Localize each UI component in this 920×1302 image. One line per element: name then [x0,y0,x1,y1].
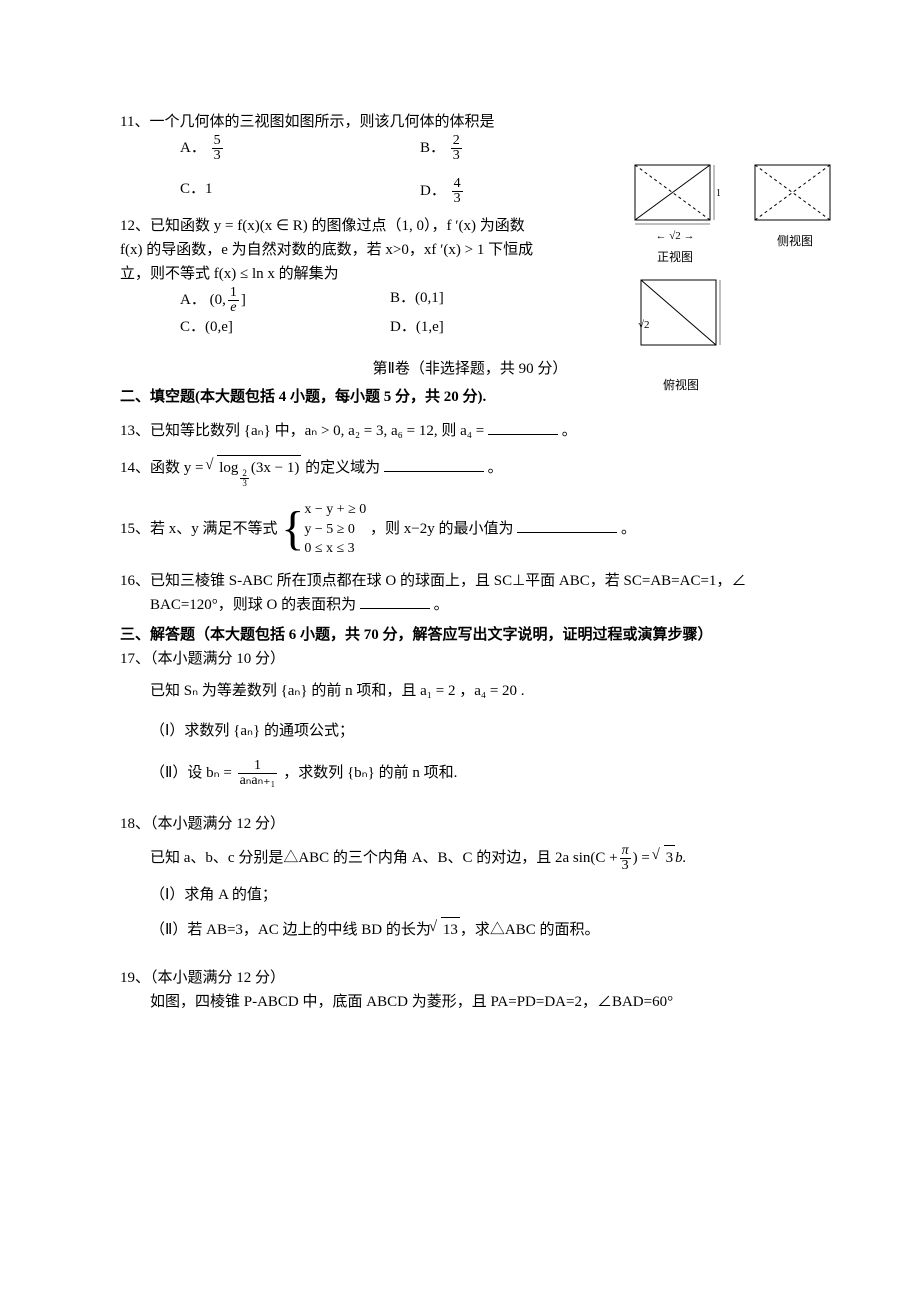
q12-choice-d: D．(1,e] [390,315,560,339]
q18-head: 18、（本小题满分 12 分） [120,812,820,836]
q12-choice-a: A． (0, 1 e ] [180,286,350,315]
frac-num: 2 [451,134,462,149]
frac-den: 3 [452,192,463,206]
q18-p2-post: ，求△ABC 的面积。 [460,922,600,938]
q13-blank [488,419,558,435]
q18-stem-mid: ) = [633,850,654,866]
q11-figures: 1 ← √2 → 正视图 侧视图 √2 俯 [630,160,840,396]
frac-den: 3 [451,149,462,163]
front-view-block: 1 ← √2 → 正视图 [630,160,720,267]
q19-stem: 如图，四棱锥 P-ABCD 中，底面 ABCD 为菱形，且 PA=PD=DA=2… [120,990,820,1014]
frac-den: aₙaₙ₊₁ [238,774,278,788]
top-view-svg [636,275,731,355]
frac-num: 4 [452,177,463,192]
side-view-svg [750,160,840,230]
q13-seq: {aₙ} [244,423,271,439]
q17-stem: 已知 Sₙ 为等差数列 {aₙ} 的前 n 项和，且 a₁ = 2 ，a₄ = … [120,679,820,703]
dim-top: √2 [638,319,650,331]
q17-p2-pre: （Ⅱ）设 bₙ = [150,765,232,781]
q14-end: 。 [488,460,503,476]
q15-case3: 0 ≤ x ≤ 3 [304,539,366,559]
frac-den: e [228,301,239,315]
q17-p1: （Ⅰ）求数列 {aₙ} 的通项公式； [120,719,820,743]
q18-p2-pre: （Ⅱ）若 AB=3，AC 边上的中线 BD 的长为 [150,922,431,938]
frac-num: 5 [212,134,223,149]
q14-log-arg: (3x − 1) [251,460,299,476]
q11-a-frac: 5 3 [212,134,223,163]
sqrt-rad: 13 [441,917,460,942]
q18-p2: （Ⅱ）若 AB=3，AC 边上的中线 BD 的长为 13，求△ABC 的面积。 [120,917,820,942]
q14: 14、函数 y = log23(3x − 1) 的定义域为 。 [120,455,820,488]
q18-stem-post: b. [675,850,686,866]
top-view-block: √2 俯视图 [630,275,840,396]
q13-mid: 中，aₙ > 0, a₂ = 3, a₆ = 12, 则 a₄ = [275,423,485,439]
q13-post: 。 [562,423,577,439]
q11-choice-c: C．1 [180,177,380,206]
q15-blank [517,517,617,533]
q13-pre: 13、已知等比数列 [120,423,240,439]
q16-l1: 16、已知三棱锥 S-ABC 所在顶点都在球 O 的球面上，且 SC⊥平面 AB… [120,569,820,593]
q11-b-label: B． [420,140,445,156]
top-view-label: 俯视图 [636,376,726,395]
frac-num: 1 [228,286,239,301]
q12-choice-b: B．(0,1] [390,286,560,315]
q15-case1: x − y + ≥ 0 [304,500,366,520]
q18-p2-sqrt: 13 [431,917,460,942]
q11-b-frac: 2 3 [451,134,462,163]
front-view-label: 正视图 [630,248,720,267]
q14-pre: 14、函数 y = [120,460,203,476]
frac-den: 3 [620,859,631,873]
q17-p2-post: ，求数列 {bₙ} 的前 n 项和. [283,765,457,781]
q17-p2: （Ⅱ）设 bₙ = 1 aₙaₙ₊₁ ，求数列 {bₙ} 的前 n 项和. [120,759,820,788]
solve-title: 三、解答题（本大题包括 6 小题，共 70 分，解答应写出文字说明，证明过程或演… [120,623,820,647]
q16: 16、已知三棱锥 S-ABC 所在顶点都在球 O 的球面上，且 SC⊥平面 AB… [120,569,820,617]
q11-choice-a: A． 5 3 [180,134,380,163]
q15-pre: 15、若 x、y 满足不等式 [120,521,278,537]
q17-p2-frac: 1 aₙaₙ₊₁ [238,759,278,788]
side-view-label: 侧视图 [750,232,840,251]
q11-stem: 11、一个几何体的三视图如图所示，则该几何体的体积是 [120,110,820,134]
dim-front: √2 [669,230,681,242]
q11-d-frac: 4 3 [452,177,463,206]
q15-case2: y − 5 ≥ 0 [304,520,366,540]
q18-stem-frac: π 3 [620,844,631,873]
front-view-svg: 1 [630,160,720,230]
q11-a-label: A． [180,140,206,156]
q14-blank [384,456,484,472]
q18: 18、（本小题满分 12 分） 已知 a、b、c 分别是△ABC 的三个内角 A… [120,812,820,942]
q15-end: 。 [621,521,636,537]
q16-end: 。 [434,597,449,613]
q14-post: 的定义域为 [305,460,380,476]
q12-choice-c: C．(0,e] [180,315,350,339]
frac-num: 1 [238,759,278,774]
frac-num: π [620,844,631,859]
q11-choice-d: D． 4 3 [420,177,620,206]
q12-a-label: A． [180,292,206,308]
q18-p1: （Ⅰ）求角 A 的值； [120,883,820,907]
q14-sqrt: log23(3x − 1) [207,455,301,488]
q17: 17、（本小题满分 10 分） 已知 Sₙ 为等差数列 {aₙ} 的前 n 项和… [120,647,820,788]
q15: 15、若 x、y 满足不等式 { x − y + ≥ 0 y − 5 ≥ 0 0… [120,500,820,559]
q16-blank [360,593,430,609]
q18-stem: 已知 a、b、c 分别是△ABC 的三个内角 A、B、C 的对边，且 2a si… [120,844,820,873]
q19: 19、（本小题满分 12 分） 如图，四棱锥 P-ABCD 中，底面 ABCD … [120,966,820,1014]
q11-d-label: D． [420,183,446,199]
q18-stem-pre: 已知 a、b、c 分别是△ABC 的三个内角 A、B、C 的对边，且 2a si… [150,850,618,866]
svg-text:1: 1 [716,188,720,199]
frac-den: 3 [212,149,223,163]
q18-stem-sqrt: 3 [654,845,676,870]
frac-den: 3 [240,479,249,488]
side-view-block: 侧视图 [750,160,840,267]
sqrt-rad: 3 [664,845,676,870]
q16-l2: BAC=120°，则球 O 的表面积为 [150,597,356,613]
q12-a-open: (0, [210,292,226,308]
q11-choice-b: B． 2 3 [420,134,620,163]
q15-mid: ，则 x−2y 的最小值为 [370,521,513,537]
q19-head: 19、（本小题满分 12 分） [120,966,820,990]
q12-a-frac: 1 e [228,286,239,315]
q15-cases: { x − y + ≥ 0 y − 5 ≥ 0 0 ≤ x ≤ 3 [281,500,366,559]
q12-a-close: ] [241,292,246,308]
q17-head: 17、（本小题满分 10 分） [120,647,820,671]
q13: 13、已知等比数列 {aₙ} 中，aₙ > 0, a₂ = 3, a₆ = 12… [120,419,820,443]
